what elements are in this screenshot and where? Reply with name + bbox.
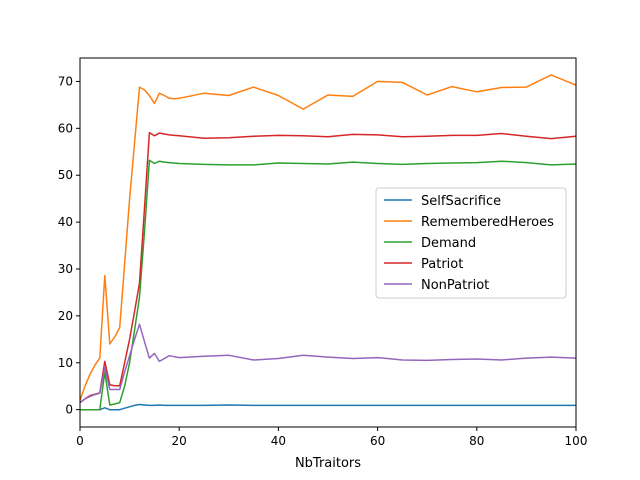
legend-label-remembered-heroes: RememberedHeroes [421, 215, 554, 230]
series-layer [79, 74, 577, 411]
x-axis-label: NbTraitors [295, 456, 361, 471]
y-tick-label: 60 [58, 121, 73, 135]
x-tick-label: 0 [76, 434, 84, 448]
y-tick-label: 50 [58, 168, 73, 182]
y-tick-label: 20 [58, 309, 73, 323]
legend-label-non-patriot: NonPatriot [421, 278, 489, 293]
series-line-demand [80, 159, 577, 411]
legend: SelfSacrifice RememberedHeroes Demand Patri… [375, 187, 567, 299]
x-tick-label: 60 [370, 434, 385, 448]
legend-label-self-sacrifice: SelfSacrifice [421, 194, 501, 209]
x-tick-label: 40 [271, 434, 286, 448]
series-line-self-sacrifice [80, 403, 576, 411]
legend-label-patriot: Patriot [421, 257, 463, 272]
y-tick-label: 30 [58, 262, 73, 276]
y-tick-label: 40 [58, 215, 73, 229]
series-line-remembered-heroes [79, 74, 577, 401]
x-tick-label: 20 [172, 434, 187, 448]
y-tick-label: 0 [65, 403, 73, 417]
y-tick-label: 70 [58, 74, 73, 88]
x-axis: 0 20 40 60 80 100 [76, 427, 587, 448]
x-tick-label: 100 [565, 434, 588, 448]
x-tick-label: 80 [469, 434, 484, 448]
legend-label-demand: Demand [421, 236, 476, 251]
y-tick-label: 10 [58, 356, 73, 370]
series-line-non-patriot [79, 323, 577, 404]
plot-frame [79, 57, 577, 428]
legend-box [375, 187, 567, 299]
series-line-patriot [79, 131, 577, 404]
y-axis: 0 10 20 30 40 50 60 70 [58, 74, 80, 417]
